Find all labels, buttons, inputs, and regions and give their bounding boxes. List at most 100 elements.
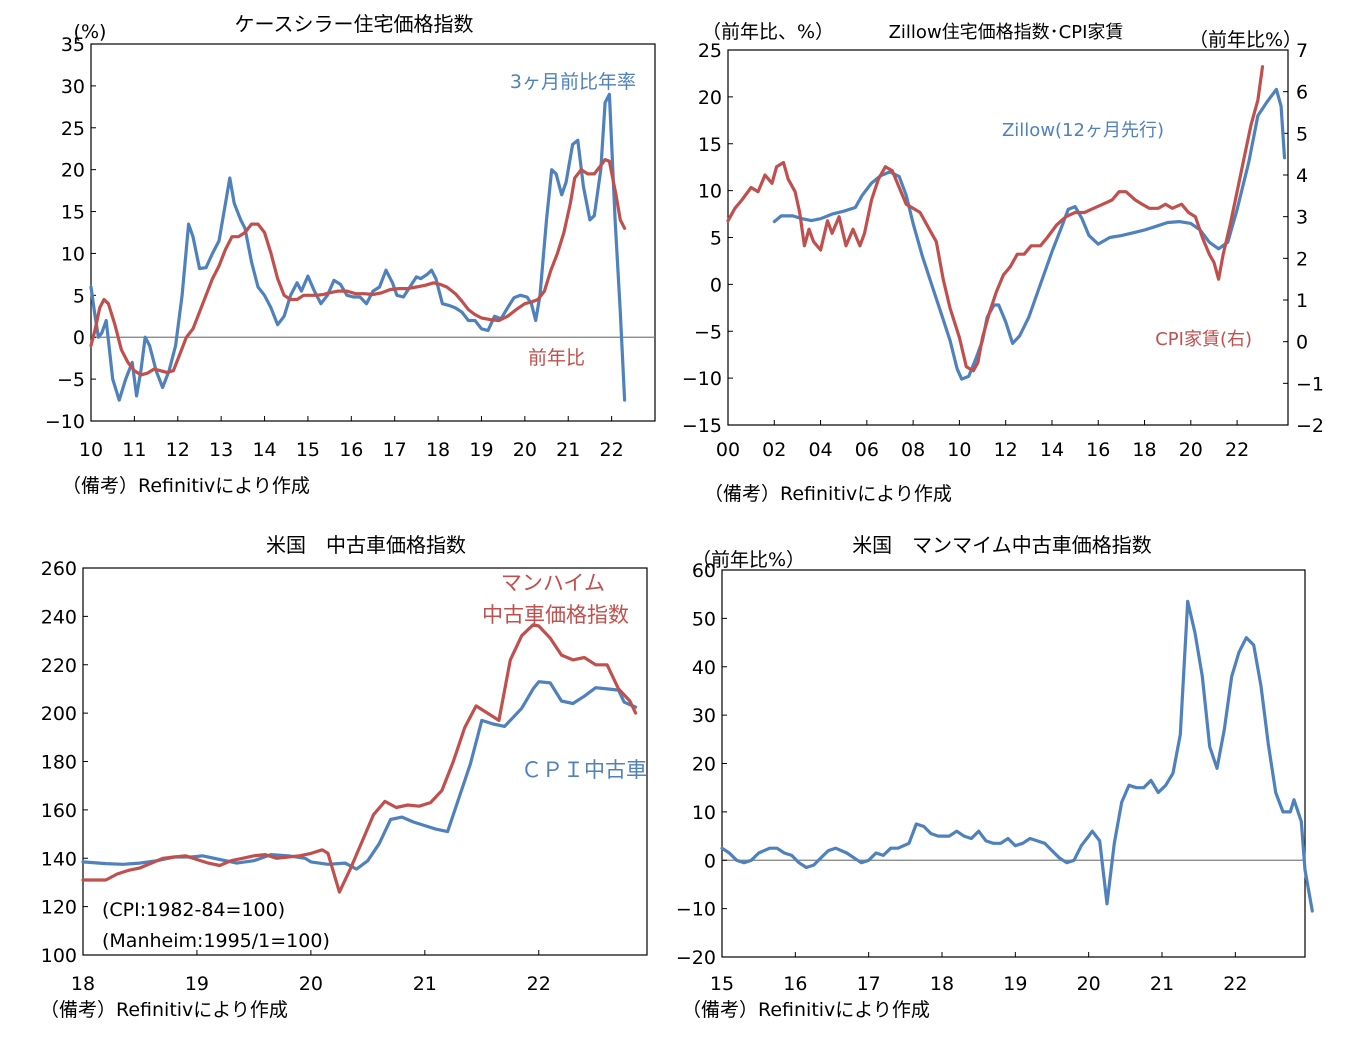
chart-manheim-yoy: （前年比%） 米国 マンマイム中古車価格指数 （備考）Refinitivにより作… xyxy=(676,533,1314,1021)
series-line-0 xyxy=(720,599,1314,913)
x-tick-label: 14 xyxy=(252,439,276,461)
y-right-tick-label: 4 xyxy=(1296,165,1308,187)
x-tick-label: 20 xyxy=(1179,439,1203,461)
x-tick-label: 19 xyxy=(469,439,493,461)
y-tick-label: 50 xyxy=(692,608,716,630)
chart-title: ケースシラー住宅価格指数 xyxy=(235,12,474,36)
series-line-1 xyxy=(726,65,1265,373)
y-tick-label: 15 xyxy=(698,134,722,156)
x-tick-label: 19 xyxy=(1003,973,1027,995)
series-line-0 xyxy=(89,92,627,402)
source-note: （備考）Refinitivにより作成 xyxy=(704,483,952,505)
y-right-tick-label: 1 xyxy=(1296,290,1308,312)
x-tick-label: 12 xyxy=(166,439,190,461)
y-tick-label: 60 xyxy=(692,560,716,582)
y-unit-label: （前年比%） xyxy=(692,549,805,571)
x-tick-label: 22 xyxy=(527,973,551,995)
series-label-3m-annualized: 3ヶ月前比年率 xyxy=(510,71,636,93)
y-tick-label: 35 xyxy=(61,34,85,56)
y-tick-label: 40 xyxy=(692,657,716,679)
x-tick-label: 15 xyxy=(710,973,734,995)
y-tick-label: 25 xyxy=(698,40,722,62)
x-tick-label: 14 xyxy=(1040,439,1064,461)
series-line-1 xyxy=(81,623,638,894)
x-tick-label: 20 xyxy=(299,973,323,995)
y-tick-label: 20 xyxy=(692,754,716,776)
y-tick-label: 30 xyxy=(692,705,716,727)
series-label-yoy: 前年比 xyxy=(528,347,585,369)
y-tick-label: 10 xyxy=(692,802,716,824)
chart-used-car-index: 米国 中古車価格指数 マンハイム 中古車価格指数 ＣＰＩ中古車 (CPI:198… xyxy=(40,533,648,1021)
x-tick-label: 11 xyxy=(122,439,146,461)
x-tick-label: 18 xyxy=(930,973,954,995)
x-tick-label: 19 xyxy=(185,973,209,995)
x-tick-label: 22 xyxy=(1225,439,1249,461)
series-label-cpi-used-car: ＣＰＩ中古車 xyxy=(521,758,647,782)
series-label-cpi-rent: CPI家賃(右) xyxy=(1155,329,1252,350)
y-tick-label: −10 xyxy=(682,368,722,390)
annotation-cpi-base: (CPI:1982-84=100) xyxy=(102,899,285,921)
y-tick-label: 140 xyxy=(41,848,77,870)
series-label-manheim-2: 中古車価格指数 xyxy=(482,603,629,627)
y-tick-label: 100 xyxy=(41,945,77,967)
y-tick-label: 5 xyxy=(710,228,722,250)
y-right-tick-label: 2 xyxy=(1296,248,1308,270)
x-tick-label: 18 xyxy=(1132,439,1156,461)
y-unit-label: (%) xyxy=(74,21,107,43)
y-tick-label: −5 xyxy=(694,321,722,343)
x-tick-label: 21 xyxy=(1150,973,1174,995)
y-tick-label: 0 xyxy=(704,850,716,872)
x-tick-label: 17 xyxy=(857,973,881,995)
y-tick-label: 10 xyxy=(698,181,722,203)
y-right-tick-label: −2 xyxy=(1296,415,1324,437)
x-tick-label: 18 xyxy=(71,973,95,995)
x-tick-label: 16 xyxy=(783,973,807,995)
y-tick-label: −20 xyxy=(676,947,716,969)
plot-frame xyxy=(90,43,656,422)
x-tick-label: 17 xyxy=(383,439,407,461)
source-note: （備考）Refinitivにより作成 xyxy=(62,475,310,497)
x-tick-label: 16 xyxy=(1086,439,1110,461)
y-tick-label: 0 xyxy=(710,274,722,296)
annotation-manheim-base: (Manheim:1995/1=100) xyxy=(102,930,330,952)
x-tick-label: 08 xyxy=(901,439,925,461)
x-tick-label: 22 xyxy=(1223,973,1247,995)
x-tick-label: 04 xyxy=(808,439,832,461)
series-line-1 xyxy=(89,158,627,377)
series-label-manheim-1: マンハイム xyxy=(501,571,605,595)
y-tick-label: 20 xyxy=(698,87,722,109)
chart-title: Zillow住宅価格指数･CPI家賃 xyxy=(889,22,1124,43)
y-tick-label: 15 xyxy=(61,202,85,224)
x-tick-label: 21 xyxy=(556,439,580,461)
y-tick-label: 120 xyxy=(41,897,77,919)
chart-case-shiller: ケースシラー住宅価格指数 (%) 3ヶ月前比年率 前年比 （備考）Refinit… xyxy=(45,12,656,497)
y-tick-label: −5 xyxy=(57,369,85,391)
x-tick-label: 02 xyxy=(762,439,786,461)
series-line-0 xyxy=(772,87,1287,381)
y-right-tick-label: −1 xyxy=(1296,373,1324,395)
y-tick-label: 180 xyxy=(41,752,77,774)
y-unit-label-right: （前年比%） xyxy=(1189,29,1302,51)
y-tick-label: 260 xyxy=(41,558,77,580)
y-right-tick-label: 7 xyxy=(1296,40,1308,62)
x-tick-label: 18 xyxy=(426,439,450,461)
chart-title: 米国 マンマイム中古車価格指数 xyxy=(852,533,1152,557)
x-tick-label: 16 xyxy=(339,439,363,461)
x-tick-label: 22 xyxy=(600,439,624,461)
y-tick-label: 10 xyxy=(61,243,85,265)
y-tick-label: 25 xyxy=(61,118,85,140)
y-unit-label-left: （前年比、%） xyxy=(702,21,834,43)
series-label-zillow: Zillow(12ヶ月先行) xyxy=(1002,120,1164,141)
x-tick-label: 20 xyxy=(513,439,537,461)
x-tick-label: 12 xyxy=(994,439,1018,461)
x-tick-label: 21 xyxy=(413,973,437,995)
y-right-tick-label: 6 xyxy=(1296,82,1308,104)
y-right-tick-label: 5 xyxy=(1296,123,1308,145)
x-tick-label: 10 xyxy=(947,439,971,461)
y-tick-label: 220 xyxy=(41,655,77,677)
x-tick-label: 15 xyxy=(296,439,320,461)
chart-title: 米国 中古車価格指数 xyxy=(266,533,466,557)
y-right-tick-label: 0 xyxy=(1296,332,1308,354)
y-tick-label: 0 xyxy=(73,327,85,349)
x-tick-label: 10 xyxy=(79,439,103,461)
